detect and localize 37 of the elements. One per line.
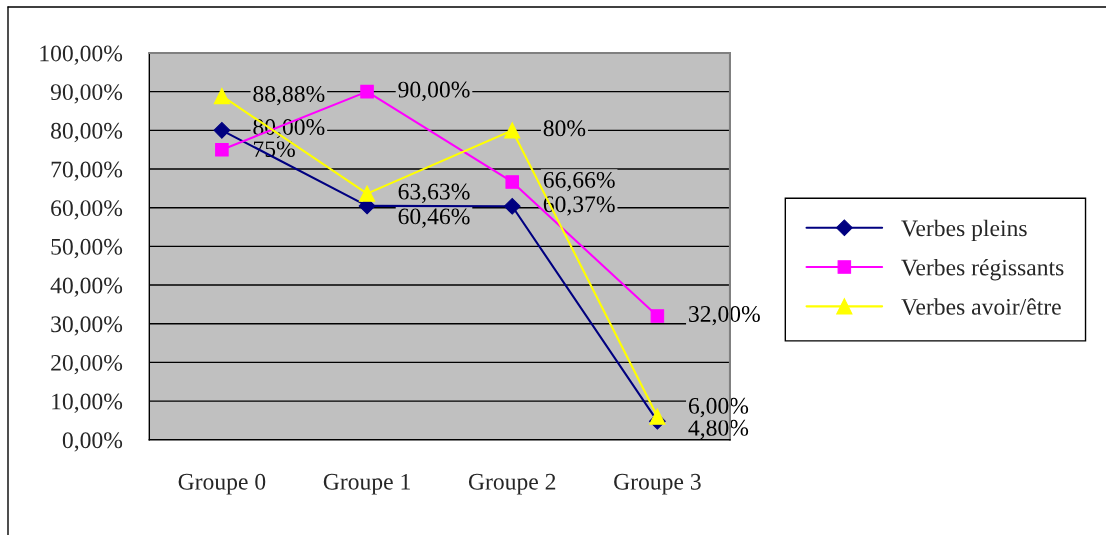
y-tick-label: 40,00% <box>50 277 123 297</box>
data-label: 60,46% <box>398 208 470 228</box>
x-tick-label: Groupe 3 <box>614 473 701 495</box>
point <box>650 309 665 323</box>
point <box>213 87 231 105</box>
y-tick-label: 20,00% <box>51 354 123 375</box>
point <box>215 142 229 157</box>
data-label: 90,00% <box>398 81 470 101</box>
y-tick-label: 70,00% <box>51 161 123 181</box>
data-label: 6,00% <box>688 397 749 418</box>
y-tick-label: 100,00% <box>40 45 123 65</box>
y-tick-label: 90,00% <box>50 84 123 104</box>
y-tick-label: 0,00% <box>62 432 123 452</box>
y-tick-label: 50,00% <box>51 238 123 259</box>
data-label: 80% <box>543 120 586 137</box>
x-tick-label: Groupe 1 <box>323 473 410 495</box>
data-label: 66,66% <box>543 171 615 192</box>
data-label: 63,63% <box>398 183 470 203</box>
x-tick-label: Groupe 2 <box>468 473 556 495</box>
data-label: 88,88% <box>253 85 325 106</box>
data-label: 32,00% <box>689 305 760 326</box>
point <box>503 197 521 215</box>
y-tick-label: 80,00% <box>51 122 123 143</box>
point <box>360 84 374 99</box>
x-tick-label: Groupe 0 <box>178 473 266 495</box>
point <box>358 185 376 202</box>
legend-label: Verbes avoir/être <box>901 298 1061 315</box>
legend-label: Verbes pleins <box>901 219 1027 242</box>
point <box>504 122 521 139</box>
point <box>649 408 666 425</box>
legend-label: Verbes régissants <box>901 258 1064 281</box>
y-tick-label: 60,00% <box>51 200 123 220</box>
data-label: 4,80% <box>688 419 749 440</box>
point <box>505 175 519 189</box>
y-tick-label: 30,00% <box>51 316 123 336</box>
point <box>213 121 231 139</box>
y-tick-label: 10,00% <box>52 393 123 413</box>
